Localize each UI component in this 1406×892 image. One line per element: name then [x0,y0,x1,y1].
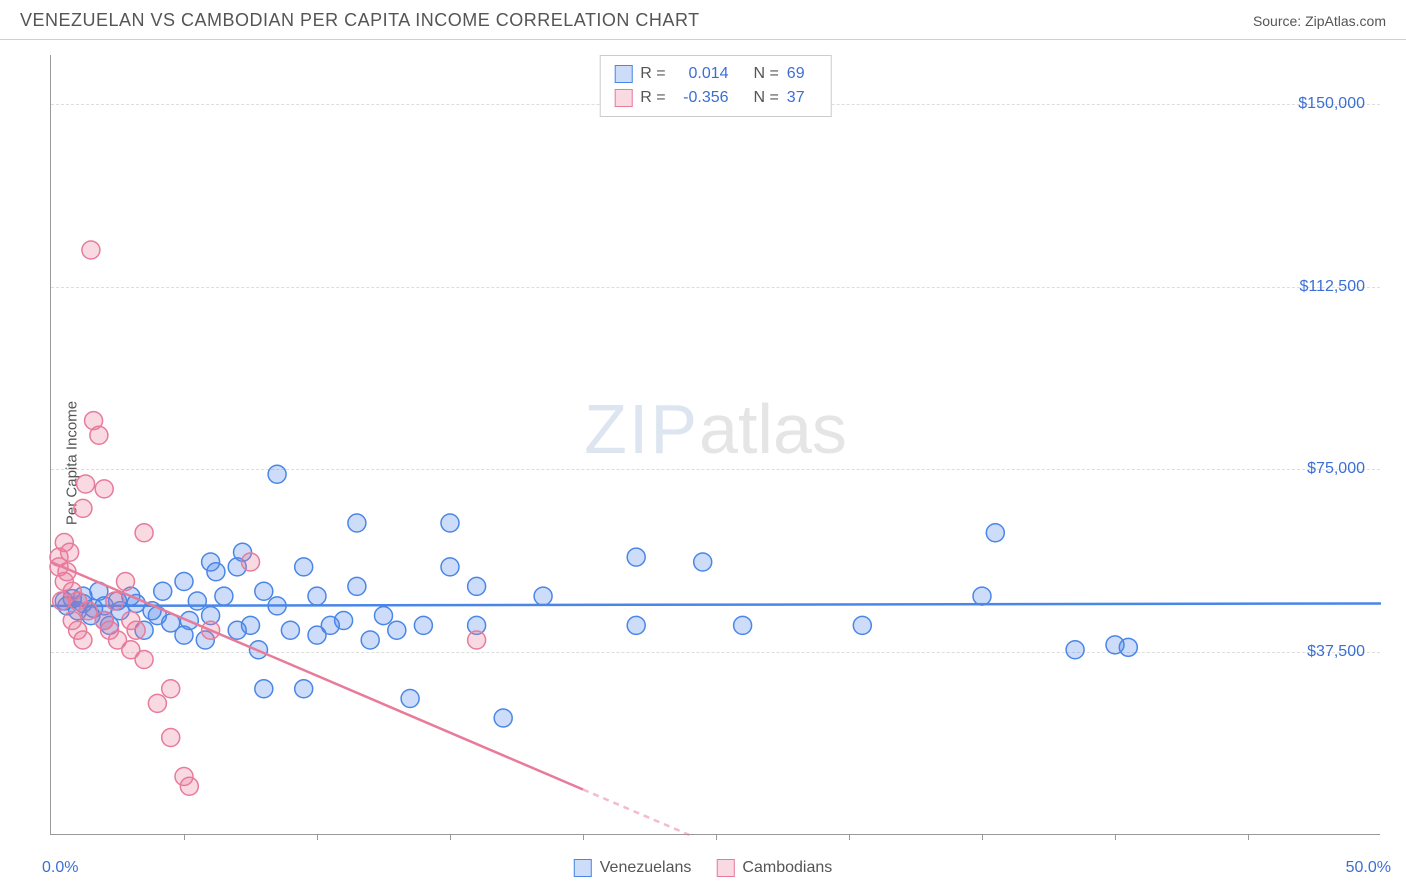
data-point [335,612,353,630]
data-point [388,621,406,639]
legend-item-cambodians: Cambodians [716,859,832,877]
y-tick-label: $112,500 [1299,278,1365,296]
data-point [348,577,366,595]
data-point [127,621,145,639]
data-point [79,602,97,620]
trend-line-dashed [583,790,689,836]
chart-title: VENEZUELAN VS CAMBODIAN PER CAPITA INCOM… [20,10,700,31]
data-point [375,607,393,625]
data-point [534,587,552,605]
trend-line [51,603,1381,605]
data-point [106,592,124,610]
scatter-svg [51,55,1380,834]
data-point [188,592,206,610]
data-point [95,480,113,498]
n-label-1: N = [753,62,778,86]
data-point [82,241,100,259]
n-label-2: N = [753,86,778,110]
data-point [627,548,645,566]
r-value-2: -0.356 [674,86,729,110]
data-point [281,621,299,639]
swatch-venezuelans [614,65,632,83]
data-point [61,543,79,561]
x-axis-max-label: 50.0% [1346,859,1391,877]
data-point [135,524,153,542]
legend-label-venezuelans: Venezuelans [600,859,692,877]
data-point [77,475,95,493]
data-point [162,729,180,747]
data-point [154,582,172,600]
data-point [308,587,326,605]
data-point [74,499,92,517]
r-label-2: R = [640,86,665,110]
data-point [468,577,486,595]
data-point [255,680,273,698]
plot-area: ZIPatlas R = 0.014 N = 69 R = -0.356 N =… [50,55,1380,835]
data-point [175,573,193,591]
data-point [215,587,233,605]
x-axis-min-label: 0.0% [42,859,78,877]
chart-container: Per Capita Income ZIPatlas R = 0.014 N =… [0,40,1406,885]
legend-item-venezuelans: Venezuelans [574,859,692,877]
data-point [116,573,134,591]
stats-row-2: R = -0.356 N = 37 [614,86,817,110]
data-point [74,631,92,649]
data-point [441,514,459,532]
data-point [494,709,512,727]
data-point [207,563,225,581]
data-point [441,558,459,576]
data-point [242,553,260,571]
y-tick-label: $75,000 [1307,460,1365,478]
data-point [734,616,752,634]
legend-swatch-cambodians [716,859,734,877]
data-point [180,777,198,795]
y-tick-label: $150,000 [1298,95,1365,113]
data-point [348,514,366,532]
r-value-1: 0.014 [674,62,729,86]
data-point [162,680,180,698]
data-point [295,680,313,698]
n-value-2: 37 [787,86,817,110]
stats-box: R = 0.014 N = 69 R = -0.356 N = 37 [599,55,832,117]
data-point [401,690,419,708]
data-point [255,582,273,600]
bottom-legend: Venezuelans Cambodians [574,859,832,877]
data-point [1066,641,1084,659]
data-point [361,631,379,649]
data-point [627,616,645,634]
data-point [135,651,153,669]
swatch-cambodians [614,89,632,107]
legend-swatch-venezuelans [574,859,592,877]
data-point [414,616,432,634]
header-bar: VENEZUELAN VS CAMBODIAN PER CAPITA INCOM… [0,0,1406,40]
data-point [242,616,260,634]
data-point [268,465,286,483]
data-point [90,426,108,444]
data-point [853,616,871,634]
legend-label-cambodians: Cambodians [742,859,832,877]
r-label-1: R = [640,62,665,86]
data-point [973,587,991,605]
stats-row-1: R = 0.014 N = 69 [614,62,817,86]
data-point [468,631,486,649]
n-value-1: 69 [787,62,817,86]
data-point [1119,638,1137,656]
y-tick-label: $37,500 [1307,643,1365,661]
data-point [295,558,313,576]
data-point [148,694,166,712]
data-point [986,524,1004,542]
source-attribution: Source: ZipAtlas.com [1253,13,1386,29]
data-point [694,553,712,571]
